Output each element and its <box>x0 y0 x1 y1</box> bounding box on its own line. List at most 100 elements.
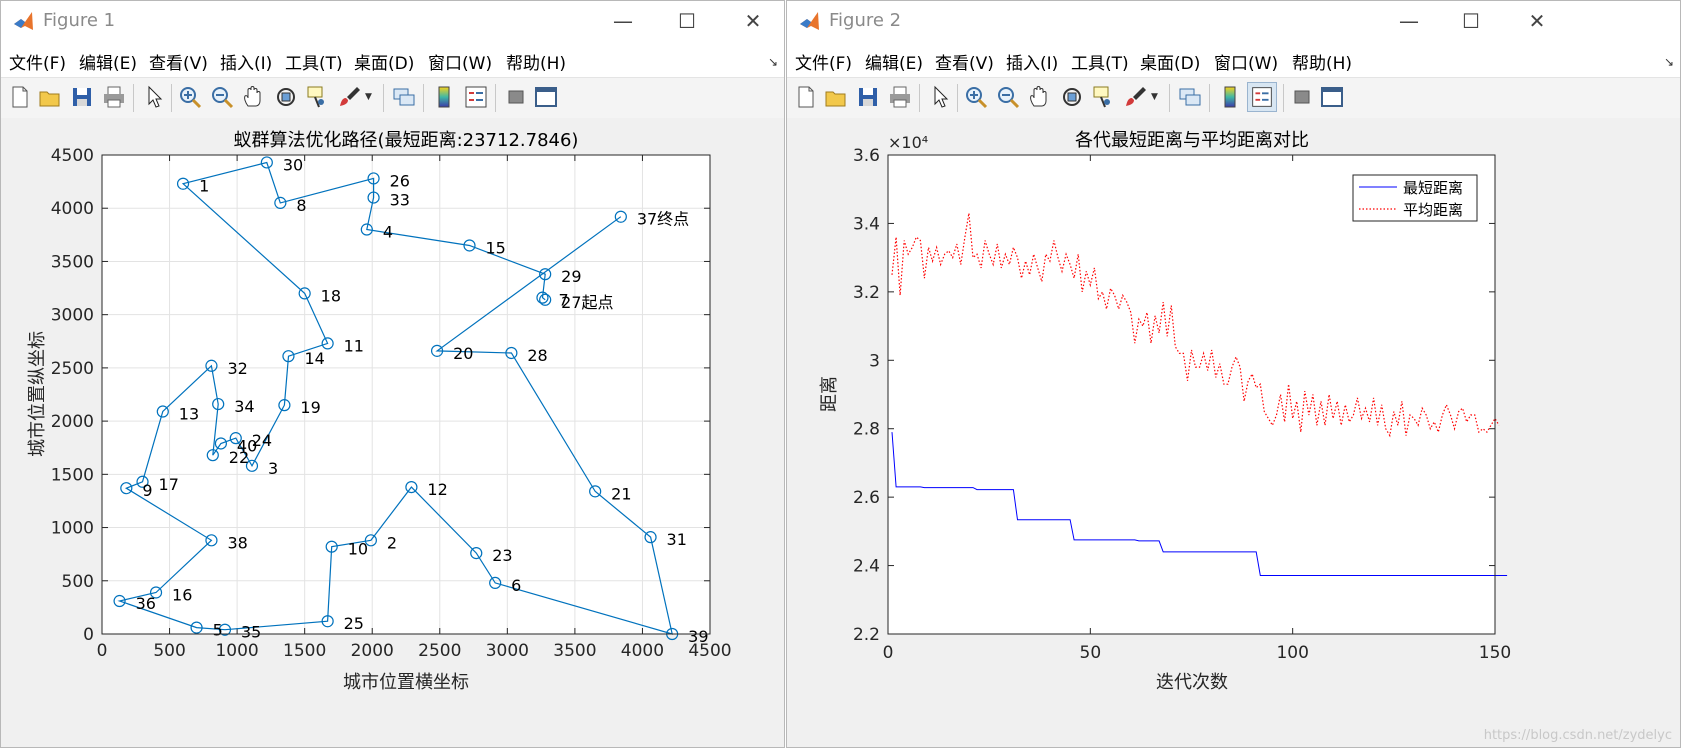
dock-arrow-icon[interactable]: ↘ <box>767 55 778 69</box>
figure-2-title: Figure 2 <box>829 10 902 31</box>
pan-hand-icon[interactable] <box>241 84 267 110</box>
menu-view[interactable]: 查看(V) <box>935 54 994 74</box>
data-cursor-icon[interactable] <box>1091 84 1117 110</box>
legend-icon[interactable] <box>463 84 489 110</box>
show-plot-tools-icon[interactable] <box>1319 84 1345 110</box>
menu-edit[interactable]: 编辑(E) <box>865 54 924 74</box>
open-folder-icon[interactable] <box>37 84 63 110</box>
menu-file[interactable]: 文件(F) <box>795 54 853 74</box>
city-label: 33 <box>390 191 410 210</box>
city-marker <box>156 405 169 418</box>
dock-arrow-icon[interactable]: ↘ <box>1663 55 1674 69</box>
chart-2-title: 各代最短距离与平均距离对比 <box>1075 130 1309 151</box>
brush-dropdown-icon[interactable]: ▼ <box>1151 92 1158 102</box>
figure-2-plot-area: 0 50 100 150 2.2 2.4 2.6 2.8 3 3.2 3.4 3.6 各代最短距离与平… <box>787 118 1680 747</box>
colorbar-icon[interactable] <box>1217 84 1243 110</box>
legend-label-average: 平均距离 <box>1403 201 1463 219</box>
brush-icon[interactable] <box>1123 84 1149 110</box>
city-marker <box>245 459 259 472</box>
city-label: 13 <box>179 405 199 424</box>
x-tick-label: 2500 <box>418 641 461 661</box>
zoom-out-icon[interactable] <box>209 84 235 110</box>
new-file-icon[interactable] <box>793 84 819 110</box>
show-plot-tools-icon[interactable] <box>533 84 559 110</box>
hide-plot-tools-icon[interactable] <box>503 84 529 110</box>
zoom-in-icon[interactable] <box>177 84 203 110</box>
route-line <box>117 161 674 635</box>
city-marker <box>176 177 190 190</box>
matlab-logo-icon <box>800 12 819 30</box>
menu-window[interactable]: 窗口(W) <box>1214 54 1279 74</box>
menu-view[interactable]: 查看(V) <box>149 54 208 74</box>
city-marker <box>205 534 218 547</box>
figure-2-toolbar: ▼ <box>787 77 1680 119</box>
city-marker <box>430 344 444 357</box>
new-file-icon[interactable] <box>7 84 33 110</box>
y-tick-label: 2.4 <box>853 557 880 577</box>
pointer-icon[interactable] <box>141 84 167 110</box>
link-plot-icon[interactable] <box>391 84 417 110</box>
link-plot-icon[interactable] <box>1177 84 1203 110</box>
hide-plot-tools-icon[interactable] <box>1289 84 1315 110</box>
series-average-line <box>891 213 1500 438</box>
print-icon[interactable] <box>887 84 913 110</box>
close-button[interactable]: ✕ <box>1528 9 1546 33</box>
city-label: 26 <box>390 171 410 190</box>
legend-icon[interactable] <box>1247 82 1277 112</box>
city-label: 34 <box>234 397 254 416</box>
colorbar-icon[interactable] <box>431 84 457 110</box>
pan-hand-icon[interactable] <box>1027 84 1053 110</box>
menu-desktop[interactable]: 桌面(D) <box>1140 54 1201 74</box>
city-marker <box>212 397 225 411</box>
toolbar-separator <box>133 84 134 112</box>
minimize-button[interactable]: — <box>613 9 633 33</box>
city-label: 17 <box>159 475 179 494</box>
city-label: 1 <box>199 177 209 196</box>
zoom-in-icon[interactable] <box>963 84 989 110</box>
save-icon[interactable] <box>69 84 95 110</box>
figure-1-window: Figure 1 — ☐ ✕ 文件(F) 编辑(E) 查看(V) 插入(I) 工… <box>0 0 785 748</box>
minimize-button[interactable]: — <box>1399 9 1419 33</box>
toolbar-separator <box>1283 84 1284 112</box>
maximize-button[interactable]: ☐ <box>678 9 696 33</box>
print-icon[interactable] <box>101 84 127 110</box>
menu-edit[interactable]: 编辑(E) <box>79 54 138 74</box>
menu-insert[interactable]: 插入(I) <box>220 54 273 74</box>
close-button[interactable]: ✕ <box>744 9 762 33</box>
city-marker <box>405 481 418 494</box>
chart-1-ylabel: 城市位置纵坐标 <box>27 331 48 457</box>
maximize-button[interactable]: ☐ <box>1462 9 1480 33</box>
city-label: 21 <box>611 484 631 503</box>
data-cursor-icon[interactable] <box>305 84 331 110</box>
menu-insert[interactable]: 插入(I) <box>1006 54 1059 74</box>
city-label: 11 <box>344 336 364 355</box>
city-label: 28 <box>527 346 547 365</box>
save-icon[interactable] <box>855 84 881 110</box>
y-tick-label: 3.2 <box>853 283 880 303</box>
menu-tools[interactable]: 工具(T) <box>285 54 343 74</box>
matlab-logo-icon <box>14 12 33 30</box>
open-folder-icon[interactable] <box>823 84 849 110</box>
menu-tools[interactable]: 工具(T) <box>1071 54 1129 74</box>
zoom-out-icon[interactable] <box>995 84 1021 110</box>
menu-desktop[interactable]: 桌面(D) <box>354 54 415 74</box>
rotate-3d-icon[interactable] <box>273 84 299 110</box>
menu-window[interactable]: 窗口(W) <box>428 54 493 74</box>
distance-chart: 0 50 100 150 2.2 2.4 2.6 2.8 3 3.2 3.4 3.6 各代最短距离与平… <box>819 130 1511 693</box>
axes-background <box>888 155 1495 634</box>
x-tick-label: 50 <box>1080 643 1102 663</box>
city-marker <box>539 293 552 306</box>
x-tick-label: 150 <box>1479 643 1511 663</box>
city-label: 12 <box>427 480 447 499</box>
city-marker <box>214 437 227 450</box>
menu-help[interactable]: 帮助(H) <box>506 54 567 74</box>
figure-2-titlebar: Figure 2 — ☐ ✕ <box>787 1 1680 41</box>
brush-icon[interactable] <box>337 84 363 110</box>
city-label: 10 <box>348 540 368 559</box>
menu-file[interactable]: 文件(F) <box>9 54 67 74</box>
pointer-icon[interactable] <box>927 84 953 110</box>
brush-dropdown-icon[interactable]: ▼ <box>365 92 372 102</box>
legend[interactable]: 最短距离 平均距离 <box>1352 174 1478 222</box>
menu-help[interactable]: 帮助(H) <box>1292 54 1353 74</box>
rotate-3d-icon[interactable] <box>1059 84 1085 110</box>
